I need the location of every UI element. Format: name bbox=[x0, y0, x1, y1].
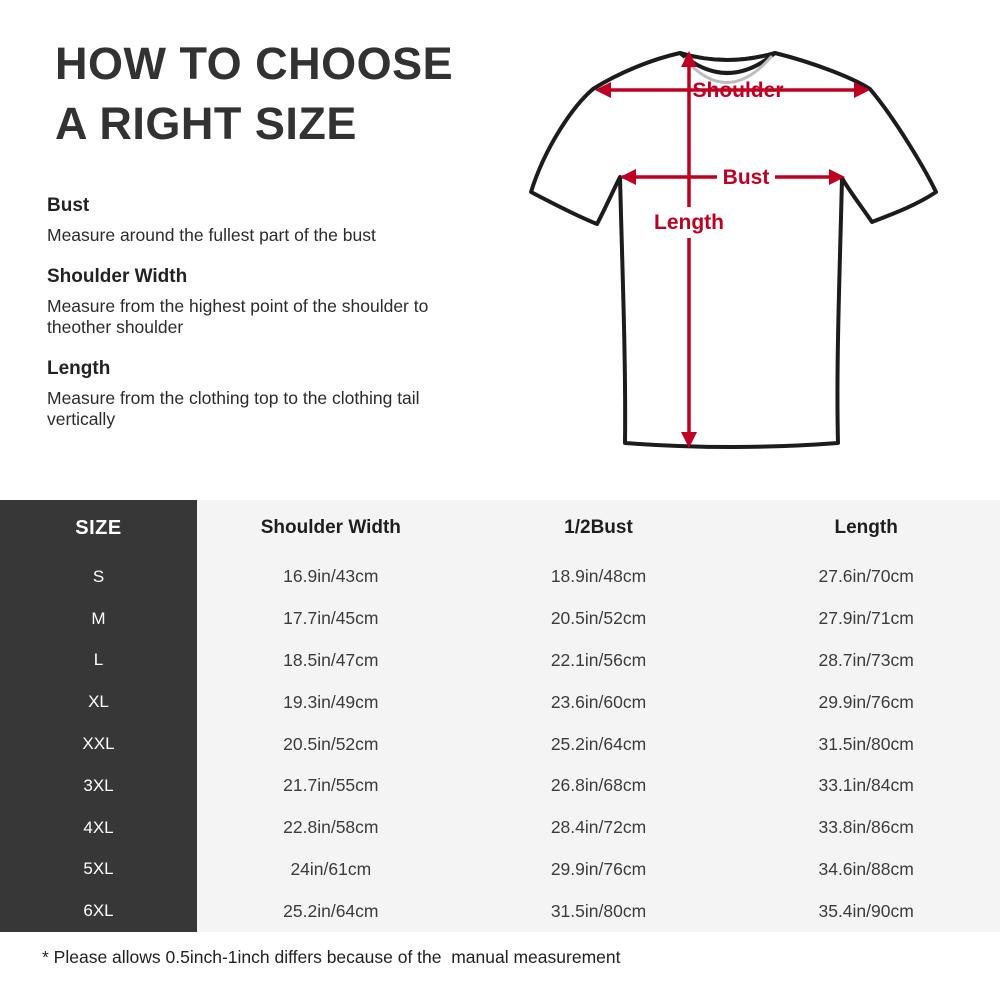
row-length-value: 27.9in/71cm bbox=[818, 608, 914, 629]
row-length-value: 35.4in/90cm bbox=[818, 900, 914, 921]
table-row: 6XL 25.2in/64cm 31.5in/80cm 35.4in/90cm bbox=[0, 890, 1000, 933]
measurement-arrows bbox=[595, 51, 870, 448]
row-bust-value: 25.2in/64cm bbox=[550, 733, 647, 754]
measurement-footnote: * Please allows 0.5inch-1inch differs be… bbox=[42, 947, 621, 967]
row-bust-value: 20.5in/52cm bbox=[550, 608, 647, 629]
row-size-label: 3XL bbox=[0, 764, 197, 807]
row-length-value: 31.5in/80cm bbox=[818, 733, 914, 754]
row-size-label: 5XL bbox=[0, 848, 197, 891]
row-shoulder-value: 17.7in/45cm bbox=[283, 608, 379, 629]
bust-arrow-label: Bust bbox=[723, 166, 770, 189]
table-row: L 18.5in/47cm 22.1in/56cm 28.7in/73cm bbox=[0, 639, 1000, 682]
row-shoulder-value: 16.9in/43cm bbox=[283, 566, 379, 587]
row-size-label: XL bbox=[0, 681, 197, 724]
row-size-label: 4XL bbox=[0, 806, 197, 849]
shoulder-width-description: Measure from the highest point of the sh… bbox=[47, 295, 429, 338]
row-shoulder-value: 19.3in/49cm bbox=[283, 691, 379, 712]
table-row: 3XL 21.7in/55cm 26.8in/68cm 33.1in/84cm bbox=[0, 764, 1000, 807]
row-length-value: 33.1in/84cm bbox=[818, 775, 914, 796]
row-size-label: L bbox=[0, 639, 197, 682]
row-size-label: 6XL bbox=[0, 890, 197, 933]
row-shoulder-value: 20.5in/52cm bbox=[283, 733, 379, 754]
table-row: XL 19.3in/49cm 23.6in/60cm 29.9in/76cm bbox=[0, 681, 1000, 724]
size-chart-header-row: SIZE Shoulder Width 1/2Bust Length bbox=[0, 500, 1000, 556]
row-size-label: XXL bbox=[0, 723, 197, 765]
row-length-value: 27.6in/70cm bbox=[818, 566, 914, 587]
row-bust-value: 31.5in/80cm bbox=[550, 900, 647, 921]
bust-description: Measure around the fullest part of the b… bbox=[47, 225, 376, 245]
table-row: 4XL 22.8in/58cm 28.4in/72cm 33.8in/86cm bbox=[0, 806, 1000, 849]
tshirt-diagram-svg: Shoulder Bust Length bbox=[529, 51, 938, 449]
tshirt-outline bbox=[529, 51, 938, 449]
header-size: SIZE bbox=[0, 500, 197, 556]
tshirt-collar bbox=[678, 51, 777, 75]
header-shoulder-width: Shoulder Width bbox=[260, 517, 401, 538]
row-length-value: 29.9in/76cm bbox=[818, 691, 914, 712]
header-half-bust: 1/2Bust bbox=[564, 517, 633, 538]
length-heading: Length bbox=[47, 357, 111, 379]
header-length: Length bbox=[834, 517, 898, 538]
size-chart-rows: S 16.9in/43cm 18.9in/48cm 27.6in/70cm M 17.7i… bbox=[0, 556, 1000, 933]
row-size-label: S bbox=[0, 556, 197, 598]
table-row: 5XL 24in/61cm 29.9in/76cm 34.6in/88cm bbox=[0, 848, 1000, 891]
row-shoulder-value: 25.2in/64cm bbox=[283, 900, 379, 921]
row-bust-value: 28.4in/72cm bbox=[550, 817, 647, 838]
row-length-value: 33.8in/86cm bbox=[818, 817, 914, 838]
table-row: XXL 20.5in/52cm 25.2in/64cm 31.5in/80cm bbox=[0, 723, 1000, 765]
row-length-value: 28.7in/73cm bbox=[818, 649, 914, 670]
page-title-line2: A RIGHT SIZE bbox=[55, 98, 357, 149]
length-description: Measure from the clothing top to the clo… bbox=[47, 387, 420, 430]
row-bust-value: 18.9in/48cm bbox=[550, 566, 647, 587]
row-shoulder-value: 22.8in/58cm bbox=[283, 817, 379, 838]
size-chart-table: SIZE Shoulder Width 1/2Bust Length S 16.9… bbox=[0, 500, 1000, 933]
row-shoulder-value: 24in/61cm bbox=[290, 858, 372, 879]
row-size-label: M bbox=[0, 597, 197, 640]
page-title: HOW TO CHOOSE A RIGHT SIZE bbox=[55, 34, 453, 154]
table-row: M 17.7in/45cm 20.5in/52cm 27.9in/71cm bbox=[0, 597, 1000, 640]
row-length-value: 34.6in/88cm bbox=[818, 858, 914, 879]
tshirt-collar-shadow bbox=[683, 55, 773, 84]
length-arrow-label: Length bbox=[654, 211, 724, 234]
shoulder-width-heading: Shoulder Width bbox=[47, 265, 188, 287]
shoulder-arrow-label: Shoulder bbox=[692, 79, 783, 102]
row-bust-value: 29.9in/76cm bbox=[550, 858, 647, 879]
tshirt-measurement-diagram: Shoulder Bust Length bbox=[525, 25, 985, 465]
measure-instructions: Bust Measure around the fullest part of … bbox=[47, 194, 467, 449]
bust-heading: Bust bbox=[47, 195, 90, 216]
row-bust-value: 23.6in/60cm bbox=[550, 691, 647, 712]
table-row: S 16.9in/43cm 18.9in/48cm 27.6in/70cm bbox=[0, 556, 1000, 598]
row-bust-value: 22.1in/56cm bbox=[550, 649, 647, 670]
row-bust-value: 26.8in/68cm bbox=[550, 775, 647, 796]
row-shoulder-value: 21.7in/55cm bbox=[283, 775, 379, 796]
page-title-line1: HOW TO CHOOSE bbox=[55, 38, 454, 89]
row-shoulder-value: 18.5in/47cm bbox=[283, 649, 379, 670]
